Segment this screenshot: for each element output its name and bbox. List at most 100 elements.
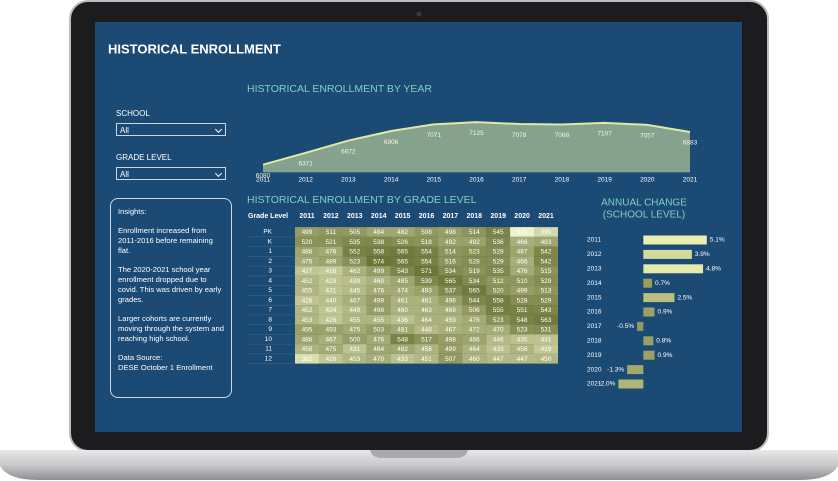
heat-cell [510, 295, 535, 306]
heat-cell [534, 285, 558, 296]
cell-label: 474 [397, 288, 408, 295]
cell-label: 514 [469, 229, 480, 236]
x-tick-label: 2018 [555, 177, 570, 184]
heat-cell [295, 344, 319, 354]
chart-title: HISTORICAL ENROLLMENT BY YEAR [247, 83, 432, 95]
row-label: 2 [268, 258, 272, 265]
heat-cell [342, 353, 367, 364]
heat-cell [510, 314, 535, 325]
cell-label: 510 [517, 278, 528, 285]
dropdown[interactable]: All [116, 123, 226, 136]
x-tick-label: 2012 [298, 177, 313, 184]
heat-cell [534, 256, 558, 267]
cell-label: 482 [397, 346, 408, 353]
heat-cell [510, 285, 535, 296]
cell-label: 431 [349, 346, 360, 353]
heat-cell [318, 236, 343, 247]
heat-cell [390, 305, 415, 315]
chart-title: ANNUAL CHANGE [601, 198, 687, 209]
heat-cell [390, 275, 415, 286]
cell-label: 499 [445, 346, 456, 353]
x-tick-label: 2015 [427, 177, 442, 184]
dropdown[interactable]: All [116, 167, 226, 180]
row-label: 12 [265, 355, 273, 362]
cell-label: 563 [541, 317, 552, 324]
heat-cell [462, 344, 487, 354]
bar [643, 350, 655, 360]
heat-cell [366, 353, 391, 364]
data-label: 7057 [640, 133, 655, 140]
heat-cell [366, 227, 391, 237]
heat-cell [366, 295, 391, 306]
x-tick-label: 2020 [640, 177, 655, 184]
heat-cell [486, 256, 511, 267]
column-header: 2019 [490, 213, 506, 220]
heat-cell [366, 275, 391, 286]
cell-label: 544 [469, 297, 480, 304]
heat-cell [486, 324, 511, 335]
heat-cell [462, 324, 487, 335]
heat-cell [295, 246, 319, 257]
cell-label: 470 [373, 356, 384, 363]
heat-cell [534, 344, 558, 354]
cell-label: 518 [421, 239, 432, 246]
data-label: 7078 [512, 132, 527, 139]
heat-cell [486, 285, 511, 296]
x-tick-label: 2021 [683, 177, 698, 184]
cell-label: 435 [517, 336, 528, 343]
heat-cell [534, 305, 558, 315]
heat-cell [534, 246, 558, 257]
cell-label: 545 [493, 229, 504, 236]
heat-cell [342, 344, 367, 354]
cell-label: 460 [469, 356, 480, 363]
data-label: 0.8% [656, 338, 671, 345]
heat-cell [318, 266, 343, 276]
data-label: 0.7% [655, 280, 670, 287]
heat-cell [318, 314, 343, 325]
cell-label: 500 [349, 336, 360, 343]
heat-cell [486, 334, 511, 345]
x-tick-label: 2016 [469, 177, 484, 184]
heat-cell [414, 275, 439, 286]
heat-cell [438, 295, 463, 306]
heat-cell [318, 285, 343, 296]
heat-cell [366, 344, 391, 354]
cell-label: 517 [421, 336, 432, 343]
data-label: 5.1% [710, 237, 725, 244]
cell-label: 455 [373, 317, 384, 324]
heat-cell [318, 324, 343, 335]
cell-label: 469 [445, 307, 456, 314]
cell-label: 472 [469, 327, 480, 334]
chart-title: HISTORICAL ENROLLMENT BY GRADE LEVEL [247, 194, 477, 206]
heat-cell [438, 305, 463, 315]
cell-label: 528 [493, 249, 504, 256]
data-label: 7071 [427, 132, 442, 139]
cell-label: 382 [302, 356, 313, 363]
cell-label: 463 [421, 307, 432, 314]
cell-label: 470 [493, 327, 504, 334]
row-label: K [268, 238, 273, 245]
data-label: 4.8% [706, 266, 721, 273]
column-header: 2017 [443, 213, 459, 220]
data-label: 6672 [341, 148, 356, 155]
cell-label: 511 [326, 229, 337, 236]
heat-cell [462, 246, 487, 257]
line [262, 121, 691, 166]
heat-cell [462, 275, 487, 286]
cell-label: 499 [373, 297, 384, 304]
heat-cell [342, 246, 367, 257]
cell-label: 486 [302, 249, 313, 256]
heat-cell [414, 295, 439, 306]
data-label: -1.3% [607, 366, 624, 373]
data-label: 6906 [384, 139, 399, 146]
heat-cell [414, 285, 439, 296]
cell-label: 447 [493, 356, 504, 363]
heat-cell [510, 256, 535, 267]
heat-cell [438, 275, 463, 286]
cell-label: 528 [469, 258, 480, 265]
cell-label: 448 [421, 327, 432, 334]
cell-label: 558 [493, 297, 504, 304]
cell-label: 538 [373, 239, 384, 246]
cell-label: 514 [445, 249, 456, 256]
heat-cell [366, 246, 391, 257]
